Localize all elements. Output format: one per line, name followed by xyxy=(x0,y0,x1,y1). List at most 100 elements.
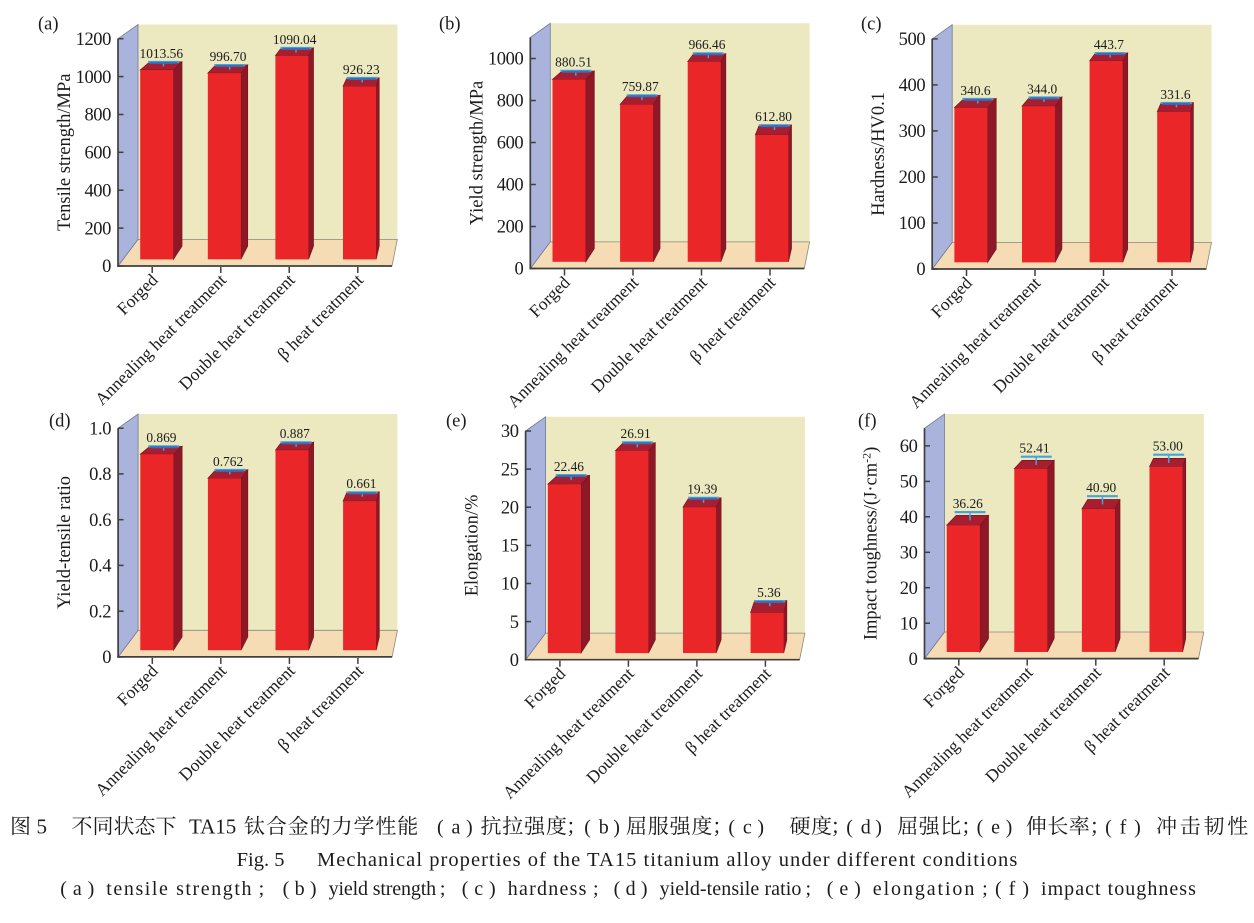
svg-text:1000: 1000 xyxy=(488,50,524,70)
svg-text:0.869: 0.869 xyxy=(146,430,176,445)
svg-text:e: e xyxy=(991,817,1000,839)
svg-text:f: f xyxy=(1120,817,1127,839)
svg-text:0: 0 xyxy=(102,648,111,668)
svg-text:880.51: 880.51 xyxy=(555,55,592,70)
svg-text:50: 50 xyxy=(900,473,918,493)
svg-text:36.26: 36.26 xyxy=(953,496,983,511)
svg-text:(: ( xyxy=(437,817,444,839)
svg-text:0: 0 xyxy=(102,257,111,277)
svg-text:22.46: 22.46 xyxy=(554,459,584,474)
svg-text:100: 100 xyxy=(899,214,926,234)
svg-text:800: 800 xyxy=(497,92,524,112)
svg-text:15: 15 xyxy=(501,537,519,557)
svg-text:yield strength ;: yield strength ; xyxy=(329,878,446,900)
svg-text:(b): (b) xyxy=(439,15,461,35)
svg-text:30: 30 xyxy=(501,422,519,442)
svg-text:200: 200 xyxy=(899,168,926,188)
svg-text:612.80: 612.80 xyxy=(755,109,792,124)
svg-text:( f ): ( f ) xyxy=(995,878,1029,900)
svg-text:966.46: 966.46 xyxy=(689,37,726,52)
svg-text:340.6: 340.6 xyxy=(960,83,990,98)
svg-text:10: 10 xyxy=(900,614,918,634)
svg-text:600: 600 xyxy=(84,144,111,164)
svg-text:(: ( xyxy=(1105,817,1112,839)
svg-text:b: b xyxy=(599,817,609,839)
svg-text:25: 25 xyxy=(501,460,519,480)
svg-text:800: 800 xyxy=(84,106,111,126)
svg-text:0.887: 0.887 xyxy=(280,426,310,441)
svg-text:331.6: 331.6 xyxy=(1160,87,1190,102)
svg-text:impact toughness: impact toughness xyxy=(1041,878,1196,900)
svg-text:400: 400 xyxy=(497,176,524,196)
svg-text:(: ( xyxy=(728,817,735,839)
svg-text:400: 400 xyxy=(84,181,111,201)
svg-text:Mechanical properties of the T: Mechanical properties of the TA15 titani… xyxy=(317,849,1017,871)
svg-text:( e ): ( e ) xyxy=(827,878,861,900)
svg-text:0.661: 0.661 xyxy=(346,476,376,491)
svg-text:a: a xyxy=(452,817,461,839)
svg-text:60: 60 xyxy=(900,437,918,457)
svg-text:0: 0 xyxy=(909,650,918,670)
svg-text:(a): (a) xyxy=(38,15,59,35)
svg-text:( a ): ( a ) xyxy=(60,878,94,900)
svg-text:30: 30 xyxy=(900,544,918,564)
svg-text:5.36: 5.36 xyxy=(757,585,781,600)
svg-text:Hardness/HV0.1: Hardness/HV0.1 xyxy=(869,92,889,216)
svg-text:40.90: 40.90 xyxy=(1086,480,1116,495)
svg-text:( c ): ( c ) xyxy=(462,878,496,900)
svg-text:926.23: 926.23 xyxy=(343,62,380,77)
svg-text:): ) xyxy=(1006,817,1013,839)
svg-text:300: 300 xyxy=(899,122,926,142)
svg-text:TA15: TA15 xyxy=(189,815,236,839)
svg-text:( b ): ( b ) xyxy=(283,878,317,900)
svg-text:( d ): ( d ) xyxy=(614,878,648,900)
svg-text:(: ( xyxy=(977,817,984,839)
svg-text:(d): (d) xyxy=(49,412,71,432)
svg-text:yield-tensile ratio ;: yield-tensile ratio ; xyxy=(660,878,812,900)
svg-text:): ) xyxy=(1134,817,1141,839)
svg-text:200: 200 xyxy=(84,219,111,239)
svg-text:d: d xyxy=(861,817,871,839)
svg-text:0: 0 xyxy=(916,260,925,280)
svg-text:400: 400 xyxy=(899,76,926,96)
svg-text:Tensile strength/MPa: Tensile strength/MPa xyxy=(55,74,75,231)
svg-text:0: 0 xyxy=(514,260,523,280)
svg-text:1090.04: 1090.04 xyxy=(273,32,317,47)
svg-text:20: 20 xyxy=(900,579,918,599)
svg-text:26.91: 26.91 xyxy=(621,426,651,441)
svg-text:443.7: 443.7 xyxy=(1094,37,1124,52)
svg-text:0.762: 0.762 xyxy=(213,454,243,469)
svg-text:19.39: 19.39 xyxy=(687,482,717,497)
svg-text:c: c xyxy=(743,817,752,839)
svg-text:Yield-tensile ratio: Yield-tensile ratio xyxy=(55,476,75,609)
svg-text:(f): (f) xyxy=(858,412,876,432)
svg-text:Impact toughness/(J·cm-2): Impact toughness/(J·cm-2) xyxy=(860,447,882,640)
svg-text:996.70: 996.70 xyxy=(210,49,247,64)
svg-text:0.4: 0.4 xyxy=(89,557,111,577)
svg-text:0.8: 0.8 xyxy=(89,465,111,485)
svg-text:1000: 1000 xyxy=(76,68,112,88)
svg-text:): ) xyxy=(466,817,473,839)
svg-text:20: 20 xyxy=(501,498,519,518)
svg-text:0: 0 xyxy=(510,651,519,671)
svg-text:): ) xyxy=(875,817,882,839)
svg-text:Yield strength/MPa: Yield strength/MPa xyxy=(467,81,487,225)
svg-text:1.0: 1.0 xyxy=(89,419,111,439)
svg-text:): ) xyxy=(757,817,764,839)
svg-text:40: 40 xyxy=(900,508,918,528)
svg-text:): ) xyxy=(613,817,620,839)
svg-text:500: 500 xyxy=(899,30,926,50)
svg-text:1200: 1200 xyxy=(76,30,112,50)
svg-text:(c): (c) xyxy=(861,15,882,35)
svg-text:200: 200 xyxy=(497,218,524,238)
svg-text:0.6: 0.6 xyxy=(89,511,111,531)
svg-text:53.00: 53.00 xyxy=(1153,439,1183,454)
svg-text:Fig. 5: Fig. 5 xyxy=(237,849,285,871)
svg-text:0.2: 0.2 xyxy=(89,602,111,622)
svg-text:5: 5 xyxy=(37,815,48,839)
svg-text:5: 5 xyxy=(510,613,519,633)
svg-text:52.41: 52.41 xyxy=(1019,441,1049,456)
svg-text:(: ( xyxy=(846,817,853,839)
svg-text:759.87: 759.87 xyxy=(622,79,659,94)
svg-text:Elongation/%: Elongation/% xyxy=(463,495,483,597)
